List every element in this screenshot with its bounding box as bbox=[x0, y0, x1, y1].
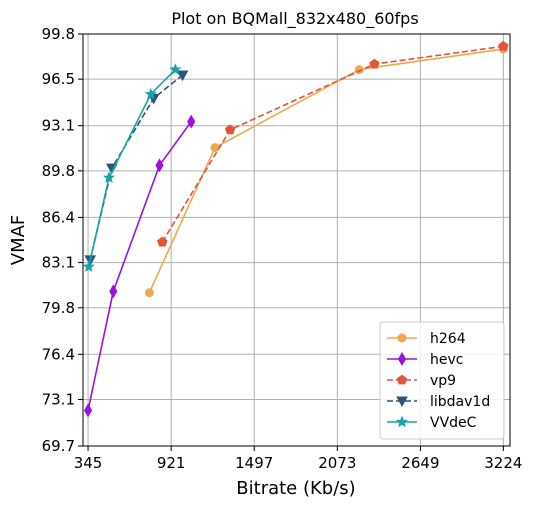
legend-label: h264 bbox=[430, 331, 466, 347]
data-point-vvdec bbox=[82, 260, 95, 272]
data-point-vvdec bbox=[169, 63, 182, 75]
y-tick-label: 96.5 bbox=[42, 70, 75, 88]
grid bbox=[83, 33, 510, 447]
y-tick-label: 73.1 bbox=[42, 390, 75, 408]
y-tick-label: 93.1 bbox=[42, 117, 75, 135]
legend-entry-hevc: hevc bbox=[387, 352, 463, 368]
x-axis-label: Bitrate (Kb/s) bbox=[236, 478, 355, 499]
legend: h264 hevc vp9 libdav1d VVdeC bbox=[379, 321, 505, 440]
series-hevc bbox=[83, 114, 196, 418]
x-tick-label: 921 bbox=[157, 454, 186, 472]
data-point-vvdec bbox=[144, 87, 157, 100]
series-vp9 bbox=[157, 40, 509, 247]
legend-marker bbox=[396, 396, 408, 408]
legend-entry-vvdec: VVdeC bbox=[387, 415, 477, 431]
legend-marker bbox=[396, 374, 408, 385]
y-ticks: 69.7 73.1 76.4 79.8 83.1 86.4 89.8 93.1 96.5 99.8 bbox=[42, 25, 83, 455]
data-point-h264 bbox=[354, 65, 364, 75]
series-line-h264 bbox=[148, 48, 504, 294]
x-ticks: 345 921 1497 2073 2649 3224 bbox=[74, 446, 522, 472]
data-point-hevc bbox=[187, 114, 196, 129]
data-point-hevc bbox=[155, 158, 164, 173]
data-point-vp9 bbox=[157, 236, 168, 247]
legend-box bbox=[379, 321, 505, 440]
data-point-vp9 bbox=[369, 58, 380, 69]
y-tick-label: 99.8 bbox=[42, 25, 75, 43]
legend-marker bbox=[395, 415, 409, 428]
y-tick-label: 79.8 bbox=[42, 299, 75, 317]
y-tick-label: 76.4 bbox=[42, 345, 75, 363]
data-point-hevc bbox=[109, 284, 118, 299]
x-tick-label: 2649 bbox=[401, 454, 439, 472]
y-tick-label: 69.7 bbox=[42, 437, 75, 455]
legend-entry-vp9: vp9 bbox=[387, 373, 456, 389]
legend-label: hevc bbox=[430, 352, 463, 368]
x-tick-label: 345 bbox=[74, 454, 103, 472]
x-tick-label: 1497 bbox=[235, 454, 273, 472]
data-point-vp9 bbox=[224, 124, 236, 135]
series-line-hevc bbox=[87, 121, 192, 411]
y-tick-label: 86.4 bbox=[42, 208, 75, 226]
plot-frame bbox=[82, 33, 511, 447]
x-tick-label: 3224 bbox=[484, 454, 522, 472]
series-libdav1d bbox=[84, 70, 189, 266]
data-point-h264 bbox=[210, 143, 220, 153]
series-line-vvdec bbox=[87, 69, 176, 267]
legend-marker bbox=[397, 352, 407, 366]
legend-marker bbox=[397, 333, 407, 343]
legend-entry-h264: h264 bbox=[387, 331, 466, 347]
series-layer bbox=[82, 40, 509, 418]
y-axis-label: VMAF bbox=[8, 215, 29, 266]
data-point-vp9 bbox=[498, 40, 509, 51]
chart-title: Plot on BQMall_832x480_60fps bbox=[171, 9, 418, 29]
y-tick-label: 89.8 bbox=[42, 162, 75, 180]
series-line-vp9 bbox=[161, 45, 504, 243]
legend-entry-libdav1d: libdav1d bbox=[387, 394, 490, 410]
data-point-libdav1d bbox=[176, 70, 189, 82]
legend-label: vp9 bbox=[430, 373, 456, 389]
legend-label: VVdeC bbox=[430, 415, 477, 431]
data-point-hevc bbox=[83, 403, 93, 418]
data-point-vvdec bbox=[102, 171, 115, 183]
x-tick-label: 2073 bbox=[318, 454, 356, 472]
y-tick-label: 83.1 bbox=[42, 254, 75, 272]
legend-label: libdav1d bbox=[430, 394, 490, 410]
data-point-h264 bbox=[144, 288, 154, 298]
series-vvdec bbox=[82, 63, 182, 272]
